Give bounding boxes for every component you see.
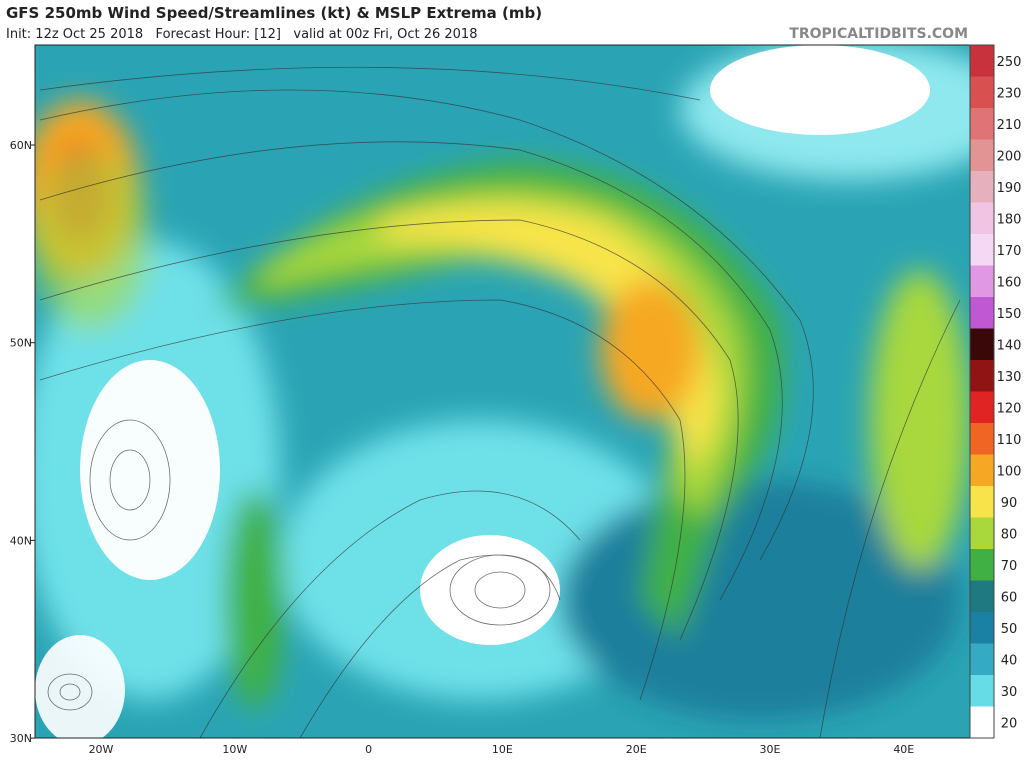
colorbar-label: 110 <box>997 433 1022 448</box>
colorbar-swatch <box>970 328 994 361</box>
lat-label: 40N <box>10 534 32 547</box>
lat-labels: 60N 50N 40N 30N <box>10 139 35 745</box>
colorbar-swatch <box>970 675 994 707</box>
colorbar-label: 70 <box>1001 559 1018 574</box>
lon-label: 10W <box>222 743 247 756</box>
colorbar-swatch <box>970 612 994 644</box>
colorbar-swatch <box>970 454 994 487</box>
credit: TROPICALTIDBITS.COM <box>789 26 968 42</box>
colorbar-label: 180 <box>997 212 1022 227</box>
colorbar-label: 80 <box>1001 527 1018 542</box>
lon-label: 20E <box>626 743 647 756</box>
colorbar-swatch <box>970 391 994 424</box>
colorbar-label: 190 <box>997 181 1022 196</box>
lat-label: 60N <box>10 139 32 152</box>
colorbar-swatch <box>970 486 994 518</box>
colorbar-label: 100 <box>997 464 1022 479</box>
colorbar-label: 30 <box>1001 685 1018 700</box>
colorbar-swatch <box>970 139 994 172</box>
colorbar-swatch <box>970 171 994 203</box>
colorbar-swatch <box>970 108 994 140</box>
colorbar-label: 210 <box>997 118 1022 133</box>
colorbar-swatch <box>970 643 994 676</box>
colorbar-swatch <box>970 297 994 329</box>
colorbar-swatch <box>970 45 994 77</box>
colorbar-label: 170 <box>997 244 1022 259</box>
colorbar-label: 160 <box>997 275 1022 290</box>
colorbar-frame <box>969 44 995 739</box>
lon-label: 20W <box>89 743 114 756</box>
colorbar-label: 130 <box>997 370 1022 385</box>
colorbar-swatch <box>970 423 994 455</box>
colorbar-swatch <box>970 76 994 109</box>
colorbar-label: 20 <box>1001 716 1018 731</box>
colorbar-label: 40 <box>1001 653 1018 668</box>
lon-label: 40E <box>893 743 914 756</box>
lon-label: 0 <box>365 743 372 756</box>
lat-label: 50N <box>10 337 32 350</box>
lon-label: 10E <box>492 743 513 756</box>
colorbar-label: 230 <box>997 86 1022 101</box>
colorbar-swatch <box>970 549 994 581</box>
title: GFS 250mb Wind Speed/Streamlines (kt) & … <box>6 4 542 22</box>
subtitle: Init: 12z Oct 25 2018 Forecast Hour: [12… <box>6 27 477 42</box>
colorbar-swatch <box>970 202 994 235</box>
colorbar-label: 150 <box>997 307 1022 322</box>
colorbar-label: 140 <box>997 338 1022 353</box>
colorbar-swatch <box>970 360 994 392</box>
colorbar-label: 120 <box>997 401 1022 416</box>
lon-labels: 20W 10W 0 10E 20E 30E 40E <box>89 743 915 756</box>
colorbar-swatch <box>970 265 994 298</box>
map <box>35 45 970 738</box>
colorbar: 250 230 210 200 190 180 170 160 150 140 130 120 110 1… <box>969 44 1022 739</box>
colorbar-swatch <box>970 706 994 739</box>
colorbar-label: 200 <box>997 149 1022 164</box>
colorbar-swatch <box>970 234 994 266</box>
colorbar-label: 250 <box>997 55 1022 70</box>
lat-label: 30N <box>10 732 32 745</box>
colorbar-swatch <box>970 580 994 613</box>
colorbar-label: 50 <box>1001 622 1018 637</box>
lon-label: 30E <box>760 743 781 756</box>
colorbar-swatch <box>970 517 994 550</box>
colorbar-label: 90 <box>1001 496 1018 511</box>
colorbar-label: 60 <box>1001 590 1018 605</box>
